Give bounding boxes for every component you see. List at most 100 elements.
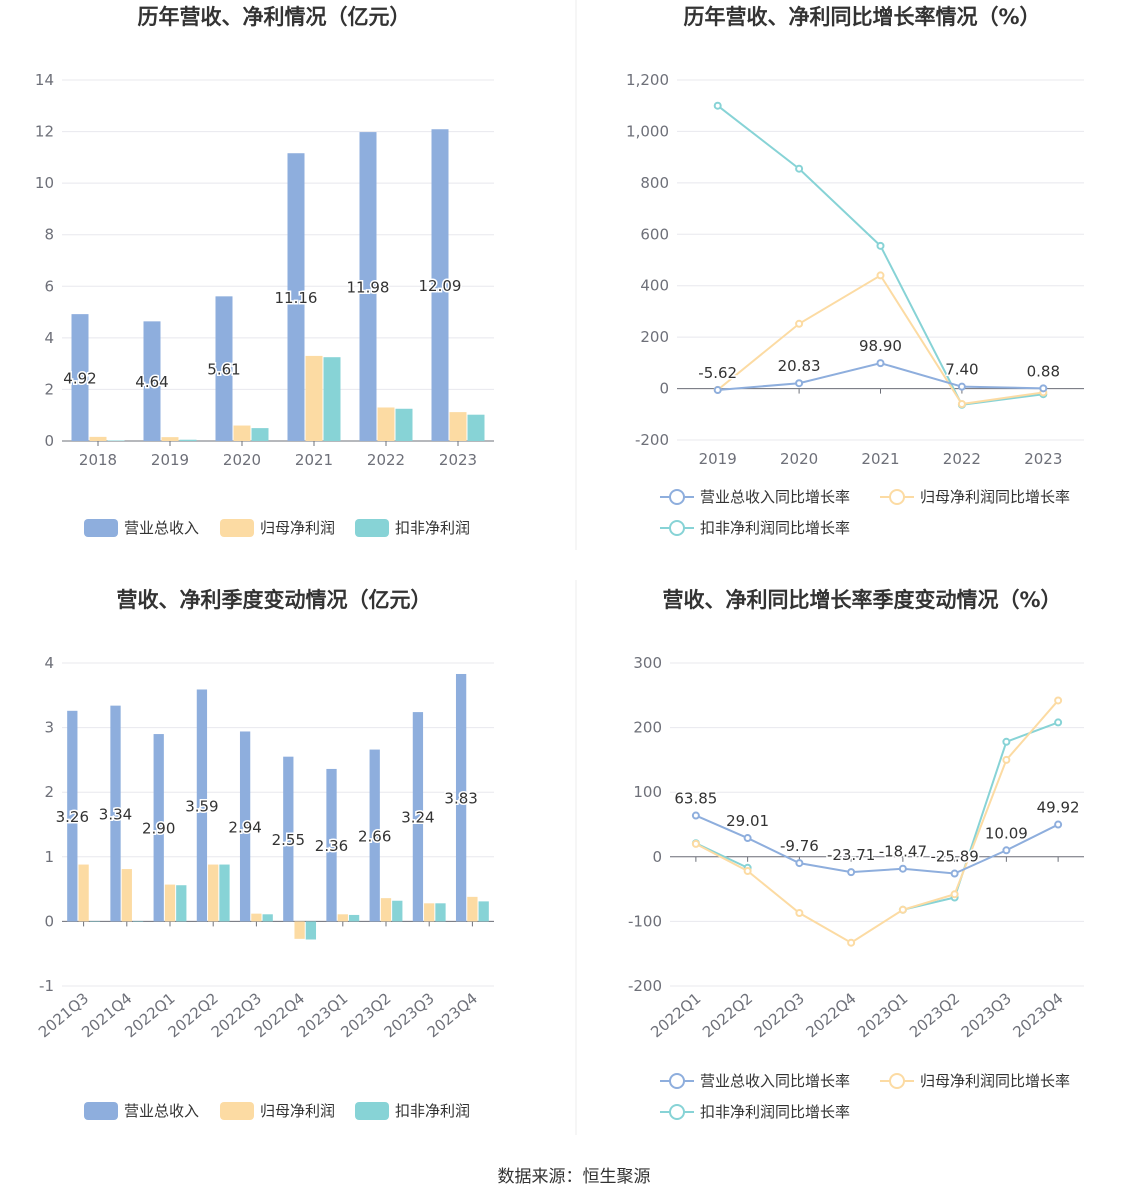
series-line-revenue-growth — [717, 362, 1044, 392]
bar-net-profit — [305, 355, 323, 441]
y-tick-label: 300 — [633, 654, 662, 672]
chart-title: 营收、净利季度变动情况（亿元） — [117, 588, 432, 612]
data-label: -18.47 — [879, 843, 927, 861]
y-tick-label: 800 — [640, 174, 669, 192]
data-label: 49.92 — [1037, 799, 1080, 817]
data-point — [713, 386, 722, 395]
legend-swatch-marker — [889, 489, 905, 505]
bar-revenue — [283, 756, 294, 922]
legend-swatch-marker — [669, 489, 685, 505]
y-tick-label: 200 — [633, 719, 662, 737]
x-tick-label: 2023Q3 — [958, 989, 1015, 1041]
y-tick-label: -200 — [635, 431, 669, 449]
x-tick-label: 2019 — [699, 450, 737, 468]
data-point — [795, 909, 804, 918]
y-tick-label: -100 — [628, 912, 662, 930]
annual-growth-rate-chart: 历年营收、净利同比增长率情况（%） -200 0 200 400 600 800 1,000 1… — [626, 5, 1084, 537]
data-point — [713, 101, 722, 110]
data-point — [1039, 384, 1048, 393]
y-tick-label: 0 — [44, 432, 54, 450]
bar-revenue — [412, 712, 424, 922]
data-label: 5.61 — [207, 361, 240, 379]
legend-swatch-marker — [669, 520, 685, 536]
x-tick-label: 2022 — [943, 450, 981, 468]
bar-net-profit — [233, 425, 251, 441]
y-tick-label: 6 — [44, 277, 54, 295]
bar-net-profit — [89, 436, 107, 441]
x-tick-label: 2018 — [79, 451, 117, 469]
bar-revenue — [431, 129, 449, 441]
y-tick-label: 0 — [652, 848, 662, 866]
data-point — [847, 868, 856, 877]
data-label: 29.01 — [726, 812, 769, 830]
data-label: 2.94 — [228, 818, 261, 836]
data-point — [876, 359, 885, 368]
y-tick-label: 200 — [640, 328, 669, 346]
data-label: 2.66 — [358, 827, 391, 845]
legend-label: 扣非净利润同比增长率 — [700, 519, 850, 537]
x-tick-label: 2021 — [295, 451, 333, 469]
data-point — [1002, 737, 1011, 746]
legend-label: 营业总收入同比增长率 — [700, 1072, 850, 1090]
data-label: 0.88 — [1027, 362, 1060, 380]
y-tick-label: 100 — [633, 783, 662, 801]
bar-revenue — [359, 132, 377, 441]
bar-net-profit — [337, 914, 348, 922]
bar-deducted-profit — [176, 885, 187, 922]
y-tick-label: 1,200 — [626, 71, 669, 89]
data-point — [957, 400, 966, 408]
data-label: 98.90 — [859, 337, 902, 355]
data-label: 3.24 — [401, 809, 434, 827]
x-tick-label: 2023 — [1024, 450, 1062, 468]
legend-label: 营业总收入同比增长率 — [700, 488, 850, 506]
data-label: 2.90 — [142, 820, 175, 838]
series-line-net-profit-growth — [695, 699, 1059, 944]
data-label: -23.71 — [827, 846, 875, 864]
data-point — [847, 938, 856, 947]
legend-swatch — [355, 1102, 389, 1120]
bar-net-profit — [78, 864, 89, 922]
x-tick-label: 2023 — [439, 451, 477, 469]
data-point — [876, 271, 885, 280]
bar-revenue — [71, 314, 89, 441]
bar-revenue — [153, 734, 164, 922]
bar-deducted-profit — [132, 921, 144, 922]
data-label: 2.36 — [315, 837, 348, 855]
data-point — [795, 164, 804, 173]
bar-net-profit — [377, 407, 395, 441]
y-tick-label: -200 — [628, 977, 662, 995]
chart-title: 营收、净利同比增长率季度变动情况（%） — [662, 588, 1061, 612]
bar-net-profit — [251, 913, 262, 922]
bar-revenue — [67, 710, 78, 922]
legend-swatch — [220, 519, 254, 537]
bar-deducted-profit — [89, 921, 101, 922]
data-point — [950, 890, 959, 899]
data-point — [1054, 718, 1063, 727]
x-tick-label: 2022Q2 — [699, 989, 756, 1041]
bar-deducted-profit — [323, 357, 341, 441]
data-label: 3.34 — [99, 806, 132, 824]
data-label: 10.09 — [985, 824, 1028, 842]
x-tick-label: 2022Q3 — [751, 989, 808, 1041]
bar-deducted-profit — [467, 414, 485, 441]
y-tick-label: 14 — [35, 71, 54, 89]
data-point — [795, 379, 804, 388]
bar-net-profit — [449, 412, 467, 441]
quarterly-growth-rate-chart: 营收、净利同比增长率季度变动情况（%） -200 -100 0 100 200 300 202… — [628, 588, 1084, 1121]
x-tick-label: 2022Q1 — [647, 989, 704, 1041]
legend-swatch-marker — [669, 1104, 685, 1120]
bar-revenue — [326, 768, 337, 922]
legend-label: 营业总收入 — [124, 1102, 199, 1120]
data-point — [1054, 696, 1063, 705]
y-tick-label: 8 — [44, 226, 54, 244]
y-tick-label: 10 — [35, 174, 54, 192]
y-tick-label: 2 — [44, 380, 54, 398]
y-tick-label: 400 — [640, 277, 669, 295]
legend-swatch — [220, 1102, 254, 1120]
data-point — [957, 382, 966, 391]
data-label: 4.64 — [135, 373, 168, 391]
legend-swatch — [355, 519, 389, 537]
legend-swatch-marker — [669, 1073, 685, 1089]
data-label: 63.85 — [674, 790, 717, 808]
bar-deducted-profit — [179, 439, 197, 441]
